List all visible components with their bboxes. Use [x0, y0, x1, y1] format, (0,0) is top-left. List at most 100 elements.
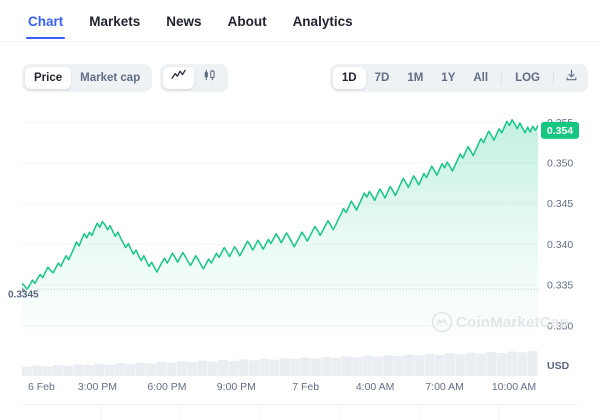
volume-bar [42, 366, 53, 376]
volume-bar [352, 357, 363, 376]
volume-bar [187, 362, 198, 376]
volume-bar [486, 352, 497, 376]
table-cell [102, 405, 182, 420]
candlestick-icon [202, 67, 217, 89]
line-chart-icon [171, 67, 186, 89]
table-cell [261, 405, 341, 420]
volume-bar [424, 353, 435, 376]
volume-bar [197, 360, 208, 376]
volume-bar [434, 354, 445, 376]
markets-table-header-sliver [22, 404, 578, 420]
toolbar-divider-1 [501, 71, 503, 85]
range-option-7d[interactable]: 7D [374, 72, 390, 84]
tab-markets[interactable]: Markets [89, 14, 141, 29]
chart-type-toggle-group [160, 64, 229, 92]
low-marker-label: 0.3345 [8, 290, 39, 301]
range-toggle-group: 1D 7D 1M 1Y All LOG [329, 64, 588, 92]
table-cell [181, 405, 261, 420]
table-cell [499, 405, 578, 420]
section-tabs: Chart Markets News About Analytics [0, 0, 600, 42]
volume-bar [73, 364, 84, 376]
x-axis-tick-label: 7:00 AM [425, 381, 464, 393]
download-icon [565, 69, 578, 87]
range-option-1d[interactable]: 1D [332, 67, 366, 89]
volume-bar [207, 361, 218, 376]
volume-bar [403, 354, 414, 376]
metric-toggle-group: Price Market cap [22, 64, 153, 92]
tab-chart[interactable]: Chart [25, 14, 66, 39]
y-axis-tick-label: 0.350 [547, 158, 573, 170]
badge-price-label: 0.354 [547, 125, 573, 137]
table-cell [340, 405, 420, 420]
volume-bar [393, 356, 404, 376]
volume-bar [125, 364, 136, 376]
volume-bar [465, 352, 476, 376]
x-axis-tick-label: 10:00 AM [492, 381, 536, 393]
volume-bar [414, 355, 425, 376]
x-axis-tick-label: 7 Feb [292, 381, 319, 393]
volume-bar [507, 351, 517, 376]
y-axis-tick-label: 0.335 [547, 280, 573, 292]
volume-bar [238, 359, 249, 376]
volume-bar [32, 365, 43, 376]
x-axis-tick-label: 9:00 PM [217, 381, 256, 393]
volume-bars [22, 350, 538, 376]
volume-bar [269, 359, 280, 376]
price-line [22, 119, 538, 290]
volume-bar [166, 362, 177, 376]
chart-type-line[interactable] [163, 67, 195, 89]
volume-bar [176, 361, 187, 376]
volume-bar [104, 364, 115, 376]
metric-option-market-cap[interactable]: Market cap [80, 72, 141, 84]
volume-bar [527, 350, 538, 376]
volume-bar [94, 363, 105, 376]
range-option-1y[interactable]: 1Y [441, 72, 456, 84]
x-axis-tick-label: 6 Feb [28, 381, 55, 393]
y-axis-tick-label: 0.345 [547, 198, 573, 210]
volume-bar [249, 360, 259, 376]
range-option-1m[interactable]: 1M [407, 72, 424, 84]
volume-bar [83, 365, 94, 376]
volume-bar [341, 356, 352, 376]
volume-bar [259, 358, 270, 376]
tab-news[interactable]: News [166, 14, 202, 29]
volume-bar [372, 356, 383, 376]
toolbar-divider-2 [553, 71, 554, 85]
volume-bar [310, 358, 321, 376]
x-axis-tick-label: 4:00 AM [356, 381, 395, 393]
table-cell [22, 405, 102, 420]
volume-bar [455, 354, 466, 376]
table-cell [420, 405, 500, 420]
tab-about[interactable]: About [227, 14, 267, 29]
download-button[interactable] [558, 67, 585, 89]
volume-bar [476, 353, 486, 376]
badge-background [541, 121, 579, 139]
volume-bar [52, 364, 63, 376]
y-axis-tick-label: 0.340 [547, 239, 573, 251]
range-option-all[interactable]: All [473, 72, 489, 84]
price-series [22, 119, 538, 338]
x-axis-tick-label: 6:00 PM [147, 381, 186, 393]
volume-bar [290, 359, 301, 376]
metric-option-price[interactable]: Price [25, 67, 72, 89]
log-scale-toggle[interactable]: LOG [515, 72, 540, 84]
low-price-marker: 0.3345 [8, 287, 538, 301]
current-price-badge: 0.354 [541, 121, 579, 139]
volume-bar [321, 356, 332, 376]
tab-analytics[interactable]: Analytics [292, 14, 353, 29]
chart-toolbar-left: Price Market cap [22, 64, 229, 92]
volume-bar [145, 363, 156, 376]
volume-bar [228, 360, 239, 376]
volume-bar [280, 358, 290, 376]
volume-bar [135, 362, 146, 376]
chart-type-candlestick[interactable] [194, 67, 225, 89]
y-axis-tick-label: 0.330 [547, 320, 573, 332]
volume-bar [496, 352, 507, 376]
volume-bar [156, 361, 167, 376]
volume-bar [517, 352, 528, 376]
y-axis-unit-label: USD [547, 360, 570, 372]
